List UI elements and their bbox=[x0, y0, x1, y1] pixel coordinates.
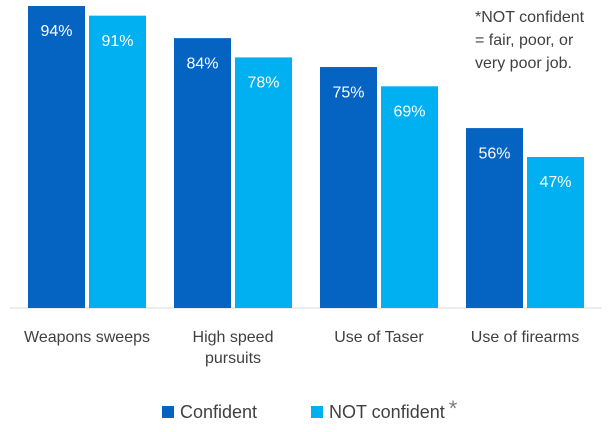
bar bbox=[174, 38, 231, 309]
bar bbox=[235, 57, 292, 309]
bar bbox=[320, 67, 377, 308]
value-label: 47% bbox=[539, 174, 571, 191]
bar bbox=[527, 157, 584, 308]
bar bbox=[466, 128, 523, 308]
legend-label: NOT confident bbox=[329, 402, 445, 422]
x-tick-label: Use of Taser bbox=[334, 329, 424, 346]
annotation: *NOT confident bbox=[475, 9, 585, 26]
annotation: = fair, poor, or bbox=[475, 32, 574, 49]
x-tick-label: High speed pursuits bbox=[192, 329, 274, 367]
value-label: 75% bbox=[332, 84, 364, 101]
value-label: 84% bbox=[186, 55, 218, 72]
legend-swatch bbox=[162, 406, 174, 418]
value-label: 69% bbox=[393, 104, 425, 121]
annotation: very poor job. bbox=[475, 55, 572, 72]
value-label: 94% bbox=[40, 23, 72, 40]
x-tick-label: Weapons sweeps bbox=[24, 329, 150, 346]
bar bbox=[89, 15, 146, 308]
legend-swatch bbox=[311, 406, 323, 418]
bar bbox=[28, 6, 85, 308]
value-label: 91% bbox=[101, 33, 133, 50]
bar bbox=[381, 86, 438, 308]
legend-label: Confident bbox=[180, 402, 257, 422]
legend-note: * bbox=[449, 396, 458, 421]
value-label: 78% bbox=[247, 75, 279, 92]
x-tick-label: Use of firearms bbox=[470, 329, 580, 346]
value-label: 56% bbox=[478, 145, 510, 162]
